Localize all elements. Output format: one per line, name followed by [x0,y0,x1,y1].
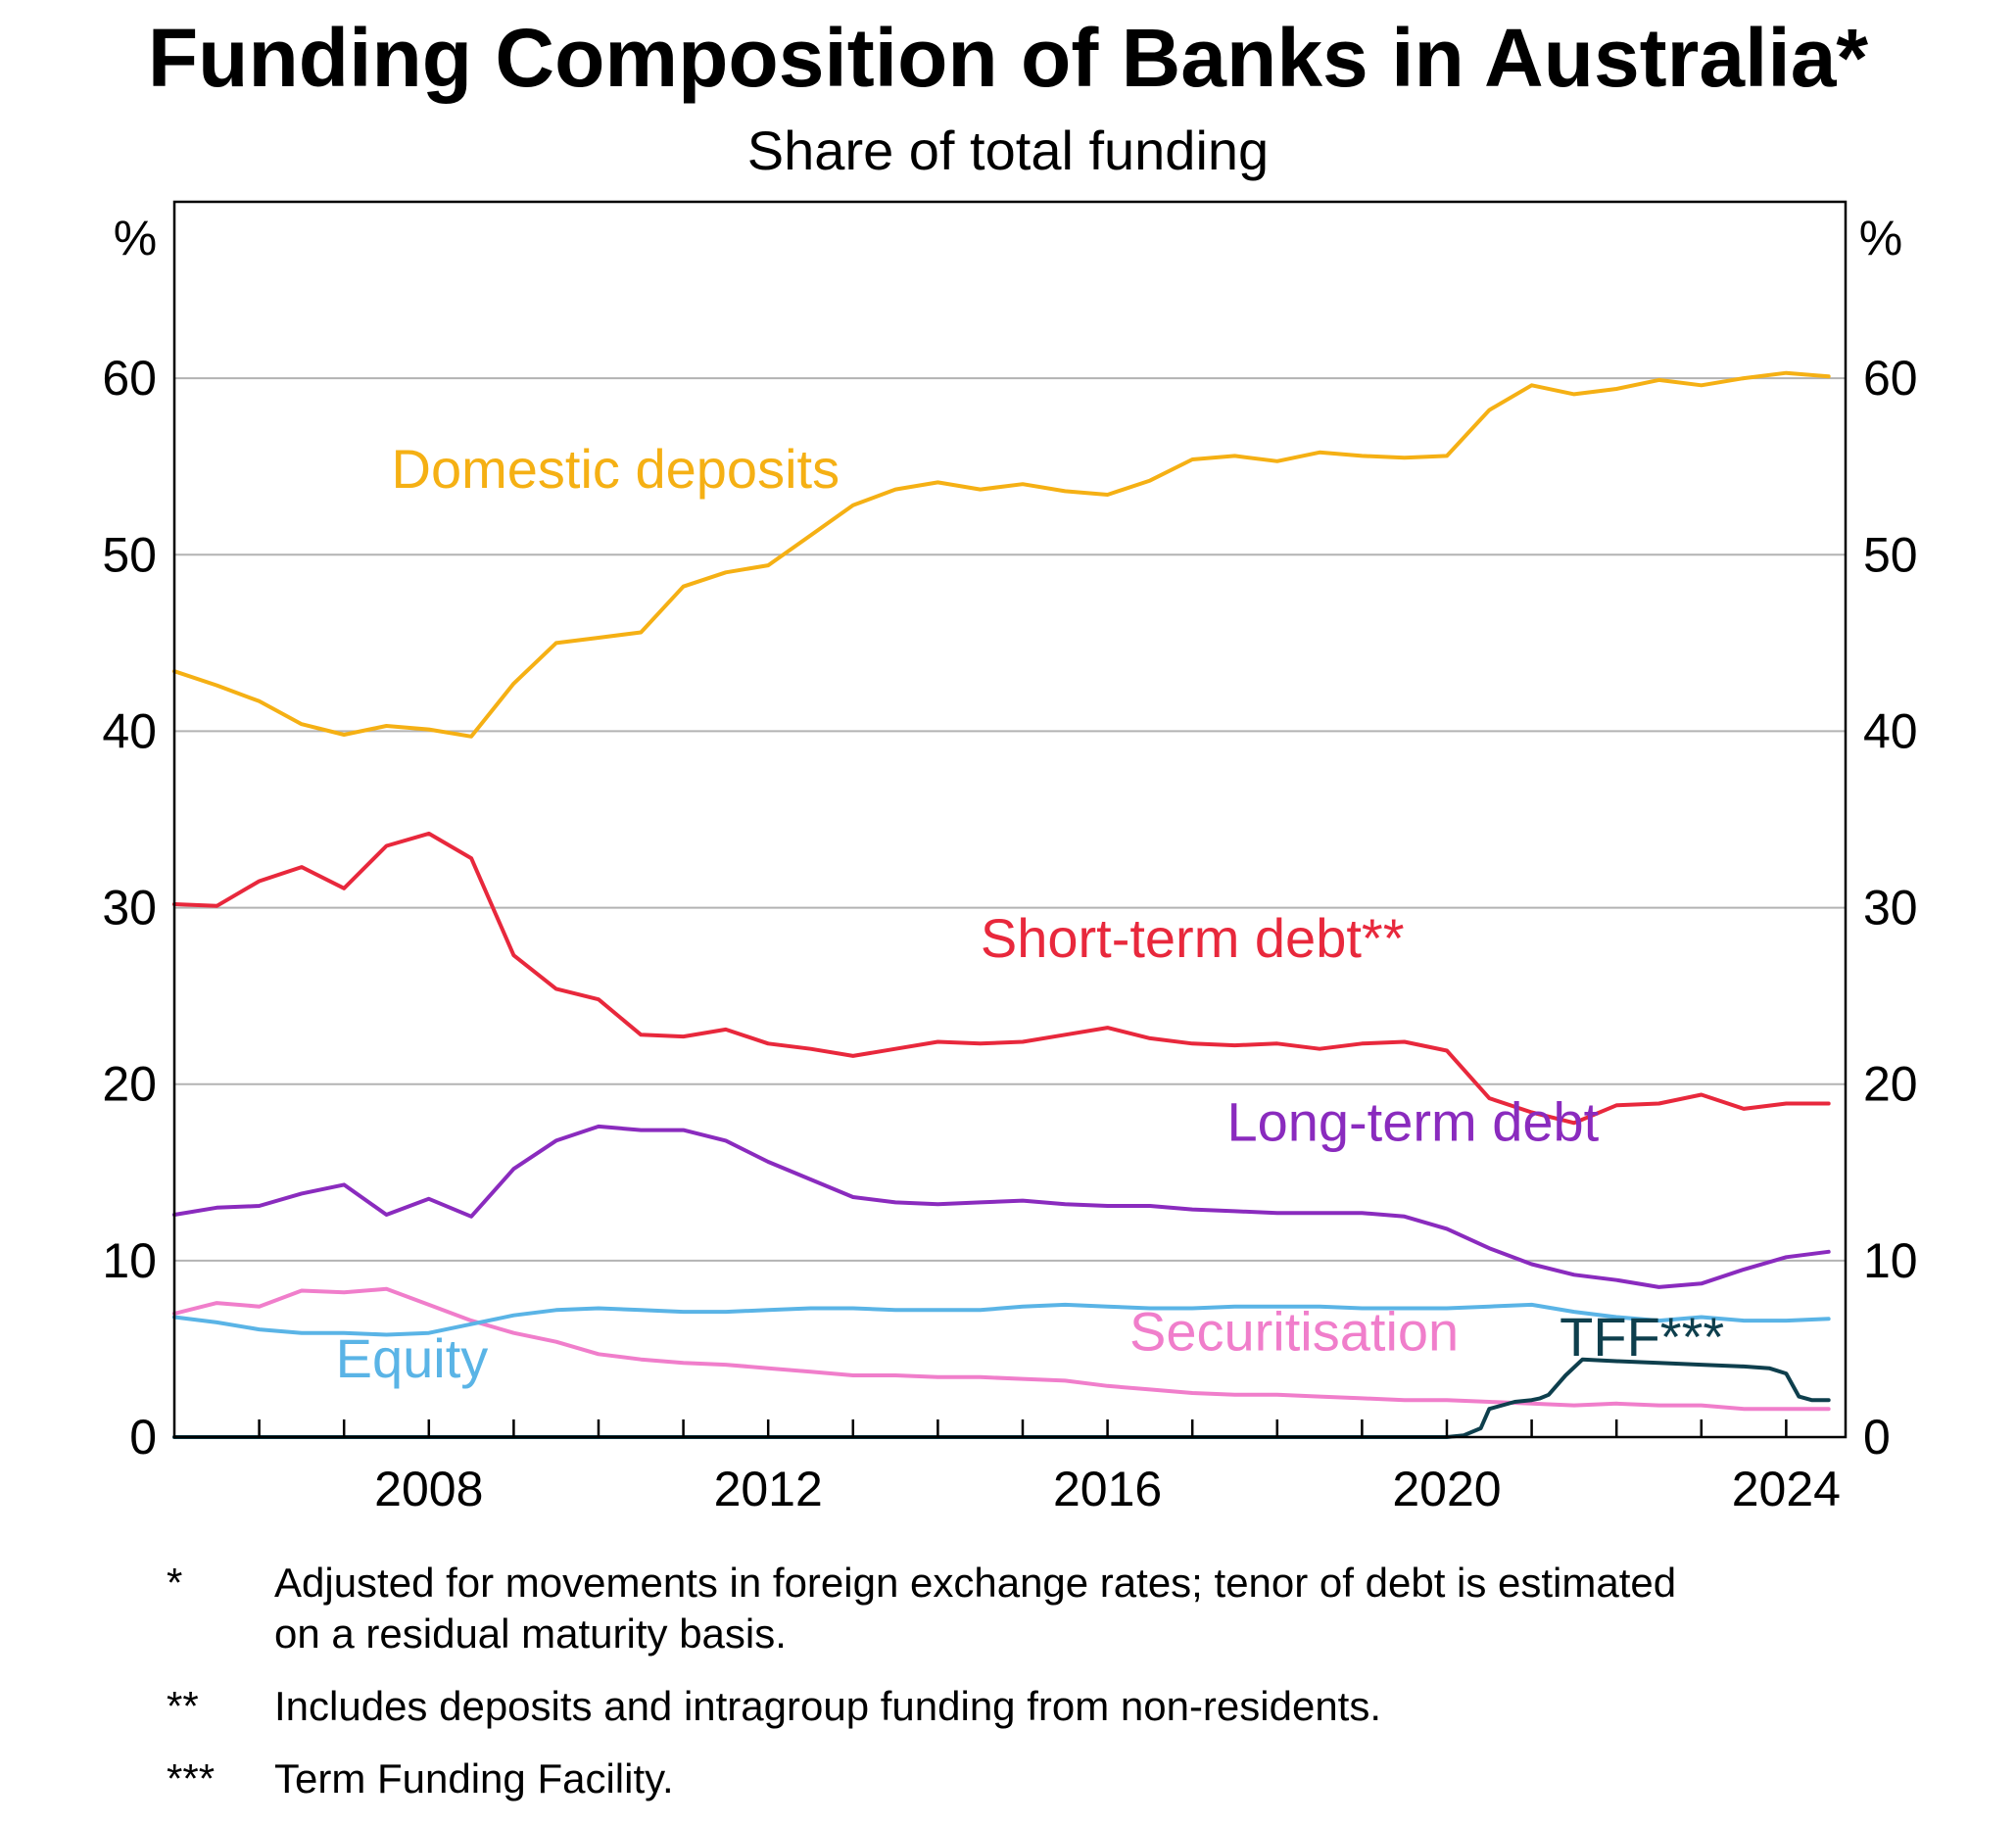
footnotes: * Adjusted for movements in foreign exch… [167,1558,1930,1826]
y-unit-right: % [1859,211,1902,265]
y-tick-label-right: 30 [1863,881,1918,936]
y-tick-label-right: 50 [1863,527,1918,582]
footnote-text: Includes deposits and intragroup funding… [274,1683,1382,1729]
chart-subtitle: Share of total funding [747,120,1269,181]
y-tick-label-left: 40 [102,703,157,758]
footnote: * Adjusted for movements in foreign exch… [167,1558,1930,1659]
series-annotation: TFF*** [1560,1306,1724,1368]
plot-frame [172,200,1848,1439]
y-tick-label-left: 60 [102,351,157,406]
footnote-text: Adjusted for movements in foreign exchan… [274,1560,1677,1657]
series-annotation: Domestic deposits [392,438,840,500]
y-tick-label-right: 0 [1863,1410,1891,1465]
series-lines [172,370,1831,1439]
series-annotation: Short-term debt** [981,907,1405,969]
y-tick-label-left: 20 [102,1057,157,1112]
y-tick-label-left: 30 [102,881,157,936]
series-line-tff [172,1357,1831,1439]
y-tick-label-right: 40 [1863,703,1918,758]
y-unit-left: % [114,211,157,265]
chart-title: Funding Composition of Banks in Australi… [148,12,1869,104]
series-line-short-term-debt [172,831,1831,1126]
x-tick-label: 2024 [1732,1462,1841,1516]
y-tick-label-left: 0 [129,1410,157,1465]
series-line-domestic-deposits [172,370,1831,739]
series-line-long-term-debt [172,1124,1831,1289]
series-annotations: Domestic deposits Short-term debt** Long-t… [336,438,1725,1389]
y-tick-label-right: 60 [1863,351,1918,406]
footnote: ** Includes deposits and intragroup fund… [167,1681,1930,1732]
footnote-text: Term Funding Facility. [274,1755,674,1802]
y-tick-label-right: 10 [1863,1233,1918,1288]
x-tick-label: 2020 [1392,1462,1501,1516]
series-annotation: Long-term debt [1226,1090,1599,1152]
chart: Funding Composition of Banks in Australi… [102,12,1917,1516]
series-line-equity [172,1302,1831,1337]
y-tick-label-left: 10 [102,1233,157,1288]
footnote-mark: *** [167,1755,216,1802]
footnote-mark: ** [167,1683,199,1729]
series-annotation: Equity [336,1327,489,1389]
footnote-mark: * [167,1560,183,1606]
series-annotation: Securitisation [1129,1301,1459,1363]
gridlines [174,377,1846,1262]
footnote: *** Term Funding Facility. [167,1754,1930,1804]
y-tick-label-left: 50 [102,527,157,582]
x-tick-label: 2012 [714,1462,823,1516]
series-line-securitisation [172,1286,1831,1412]
axis-ticks [258,1419,1788,1437]
x-tick-label: 2016 [1053,1462,1162,1516]
y-tick-label-right: 20 [1863,1057,1918,1112]
x-tick-label: 2008 [374,1462,483,1516]
